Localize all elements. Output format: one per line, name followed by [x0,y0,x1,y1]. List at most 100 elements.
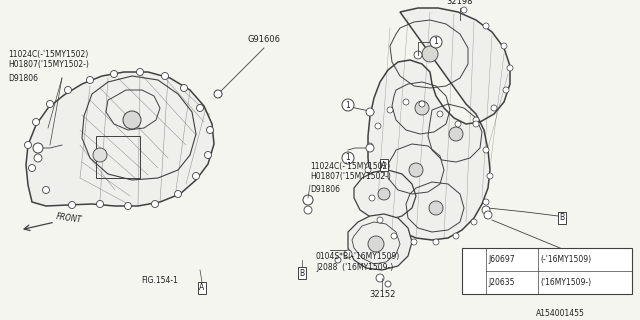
Text: J60697: J60697 [488,255,515,264]
Circle shape [33,118,40,125]
Circle shape [471,219,477,225]
Circle shape [193,172,200,180]
Text: D91806: D91806 [8,74,38,83]
Circle shape [487,173,493,179]
Circle shape [125,203,131,210]
Circle shape [366,108,374,116]
Polygon shape [354,170,416,220]
Circle shape [433,239,439,245]
Circle shape [501,43,507,49]
Circle shape [473,121,479,127]
Circle shape [422,46,438,62]
Text: D91806: D91806 [310,185,340,194]
Circle shape [161,73,168,79]
Text: B: B [300,268,305,277]
Text: J20635: J20635 [488,278,515,287]
Circle shape [449,127,463,141]
Circle shape [93,148,107,162]
Circle shape [507,65,513,71]
Circle shape [403,99,409,105]
Circle shape [86,76,93,84]
Circle shape [175,190,182,197]
Text: FIG.154-1: FIG.154-1 [141,276,179,285]
Circle shape [152,201,159,207]
Circle shape [365,167,371,173]
Circle shape [136,68,143,76]
Polygon shape [26,72,214,206]
Circle shape [366,144,374,152]
Circle shape [387,107,393,113]
Circle shape [303,195,313,205]
Text: 11024C(-'15MY1502): 11024C(-'15MY1502) [8,50,88,59]
Circle shape [411,239,417,245]
Circle shape [368,236,384,252]
Circle shape [335,257,341,263]
Text: ('16MY1509-): ('16MY1509-) [540,278,591,287]
Circle shape [419,101,425,107]
Circle shape [437,111,443,117]
Text: H01807('15MY1502-): H01807('15MY1502-) [8,60,89,69]
Polygon shape [368,8,510,240]
Circle shape [430,36,442,48]
Text: H01807('15MY1502-): H01807('15MY1502-) [310,172,391,181]
Text: A: A [200,284,205,292]
Circle shape [24,141,31,148]
Circle shape [473,117,479,123]
Text: 32198: 32198 [447,0,473,6]
Bar [462,248,632,294]
Text: 1: 1 [346,154,350,163]
Text: 0104S*B(-'16MY1509): 0104S*B(-'16MY1509) [316,252,400,261]
Circle shape [207,126,214,133]
Polygon shape [348,214,412,270]
Circle shape [482,206,490,214]
Circle shape [342,99,354,111]
Circle shape [466,263,482,279]
Circle shape [391,233,397,239]
Text: 32152: 32152 [369,290,395,299]
Circle shape [123,111,141,129]
Circle shape [47,100,54,108]
Circle shape [429,201,443,215]
Text: 1: 1 [586,253,590,262]
Circle shape [42,187,49,194]
Circle shape [484,211,492,219]
Text: J2088  ('16MY1509-): J2088 ('16MY1509-) [316,263,393,272]
Circle shape [409,163,423,177]
Circle shape [65,86,72,93]
Circle shape [367,143,373,149]
Circle shape [29,164,35,172]
Text: (-'16MY1509): (-'16MY1509) [540,255,591,264]
Text: 1: 1 [472,267,476,276]
Text: FRONT: FRONT [56,212,83,224]
Circle shape [344,250,352,258]
Circle shape [376,274,384,282]
Circle shape [385,281,391,287]
Circle shape [68,202,76,209]
Circle shape [375,123,381,129]
Circle shape [377,217,383,223]
Circle shape [483,23,489,29]
Circle shape [414,51,422,59]
Circle shape [196,105,204,111]
Text: 1: 1 [434,37,438,46]
Text: 11024C(-'15MY1502): 11024C(-'15MY1502) [310,162,390,171]
Circle shape [455,121,461,127]
Circle shape [415,101,429,115]
Circle shape [491,105,497,111]
Circle shape [453,233,459,239]
Circle shape [304,206,312,214]
Circle shape [369,195,375,201]
Circle shape [461,7,467,13]
Text: G91606: G91606 [248,35,280,44]
Circle shape [342,152,354,164]
Text: A: A [381,161,387,170]
Circle shape [483,147,489,153]
Text: A154001455: A154001455 [536,309,584,318]
Circle shape [34,154,42,162]
Circle shape [180,84,188,92]
Circle shape [483,199,489,205]
Text: B: B [559,213,564,222]
Circle shape [378,188,390,200]
Circle shape [111,70,118,77]
Text: 1: 1 [346,100,350,109]
